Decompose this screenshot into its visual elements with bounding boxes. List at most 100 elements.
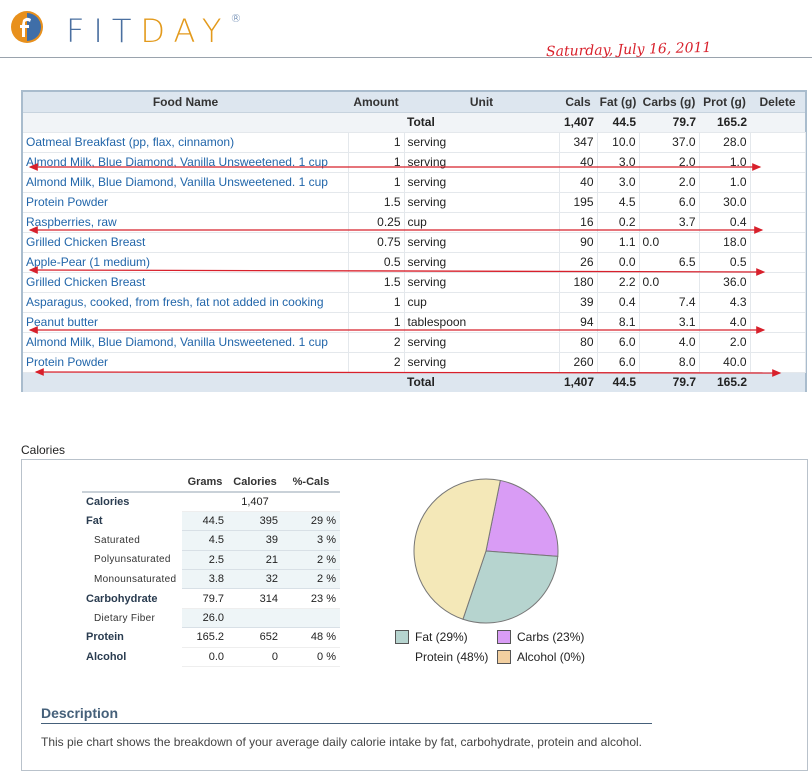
- food-name-cell: Almond Milk, Blue Diamond, Vanilla Unswe…: [23, 172, 349, 193]
- nutrient-calories: 314: [228, 588, 282, 609]
- legend-protein: Protein (48%): [415, 650, 489, 664]
- nutrient-calories: 39: [228, 530, 282, 551]
- nutrition-row: Alcohol 0.0 0 0 %: [82, 647, 340, 668]
- amount-cell[interactable]: 1: [348, 132, 405, 153]
- unit-cell[interactable]: serving: [404, 192, 560, 213]
- nutrient-label: Polyunsaturated: [94, 554, 171, 566]
- delete-cell[interactable]: [750, 292, 806, 313]
- nutrition-row: Saturated 4.5 39 3 %: [82, 530, 340, 551]
- delete-cell[interactable]: [750, 152, 806, 173]
- amount-cell[interactable]: 0.5: [348, 252, 405, 273]
- unit-cell[interactable]: serving: [404, 152, 560, 173]
- food-name-link[interactable]: Grilled Chicken Breast: [26, 275, 146, 289]
- fat-cell: 0.2: [597, 212, 640, 233]
- food-name-link[interactable]: Almond Milk, Blue Diamond, Vanilla Unswe…: [26, 335, 328, 349]
- delete-cell[interactable]: [750, 352, 806, 373]
- cals-cell: 16: [559, 212, 598, 233]
- nutrient-pct: [282, 608, 340, 629]
- col-prot[interactable]: Prot (g): [699, 92, 750, 113]
- nutrient-label: Dietary Fiber: [94, 612, 156, 624]
- nutrient-grams: 26.0: [182, 608, 228, 629]
- delete-cell[interactable]: [750, 212, 806, 233]
- description-title: Description: [41, 705, 652, 724]
- food-name-link[interactable]: Almond Milk, Blue Diamond, Vanilla Unswe…: [26, 175, 328, 189]
- amount-cell[interactable]: 2: [348, 332, 405, 353]
- food-name-link[interactable]: Apple-Pear (1 medium): [26, 255, 151, 269]
- unit-cell[interactable]: tablespoon: [404, 312, 560, 333]
- fitday-logo-icon: [11, 11, 43, 43]
- food-name-link[interactable]: Raspberries, raw: [26, 215, 117, 229]
- delete-cell[interactable]: [750, 332, 806, 353]
- nutrition-breakdown-table: Grams Calories %-Cals Calories 1,407 Fat 44…: [82, 472, 340, 668]
- amount-cell[interactable]: 1: [348, 292, 405, 313]
- prot-cell: 4.0: [699, 312, 751, 333]
- carbs-cell: 8.0: [639, 352, 700, 373]
- unit-cell[interactable]: cup: [404, 212, 560, 233]
- delete-cell[interactable]: [750, 312, 806, 333]
- food-name-link[interactable]: Grilled Chicken Breast: [26, 235, 146, 249]
- delete-cell[interactable]: [750, 132, 806, 153]
- prot-cell: 1.0: [699, 152, 751, 173]
- food-name-link[interactable]: Protein Powder: [26, 195, 109, 209]
- prot-cell: 2.0: [699, 332, 751, 353]
- food-name-link[interactable]: Oatmeal Breakfast (pp, flax, cinnamon): [26, 135, 235, 149]
- food-name-link[interactable]: Almond Milk, Blue Diamond, Vanilla Unswe…: [26, 155, 328, 169]
- food-name-link[interactable]: Protein Powder: [26, 355, 109, 369]
- col-fat[interactable]: Fat (g): [597, 92, 639, 113]
- food-row: Protein Powder 1.5 serving 195 4.5 6.0 30.0: [23, 192, 806, 213]
- legend-carbs: Carbs (23%): [497, 630, 584, 644]
- total-label: Total: [404, 372, 559, 392]
- carbs-cell: 7.4: [639, 292, 700, 313]
- cals-cell: 260: [559, 352, 598, 373]
- carbs-cell: 3.1: [639, 312, 700, 333]
- col-amount[interactable]: Amount: [348, 92, 404, 113]
- amount-cell[interactable]: 1: [348, 312, 405, 333]
- total-label: Total: [404, 112, 559, 133]
- delete-cell[interactable]: [750, 172, 806, 193]
- unit-cell[interactable]: serving: [404, 272, 560, 293]
- food-row: Oatmeal Breakfast (pp, flax, cinnamon) 1 s…: [23, 132, 806, 153]
- nutrition-row: Monounsaturated 3.8 32 2 %: [82, 569, 340, 590]
- amount-cell[interactable]: 0.75: [348, 232, 405, 253]
- nutrient-pct: [282, 492, 340, 512]
- delete-cell[interactable]: [750, 192, 806, 213]
- amount-cell[interactable]: 1: [348, 152, 405, 173]
- food-row: Almond Milk, Blue Diamond, Vanilla Unswe…: [23, 172, 806, 193]
- nutrient-pct: 48 %: [282, 627, 340, 648]
- unit-cell[interactable]: serving: [404, 332, 560, 353]
- delete-cell[interactable]: [750, 272, 806, 293]
- unit-cell[interactable]: serving: [404, 172, 560, 193]
- nutrient-grams: 3.8: [182, 569, 228, 590]
- nutrient-pct: 2 %: [282, 550, 340, 571]
- food-name-cell: Grilled Chicken Breast: [23, 232, 349, 253]
- calories-panel: Grams Calories %-Cals Calories 1,407 Fat 44…: [21, 459, 808, 771]
- total-fat: 44.5: [597, 372, 639, 392]
- amount-cell[interactable]: 1.5: [348, 192, 405, 213]
- amount-cell[interactable]: 1: [348, 172, 405, 193]
- col-cals[interactable]: Cals: [559, 92, 597, 113]
- fat-cell: 6.0: [597, 332, 640, 353]
- amount-cell[interactable]: 0.25: [348, 212, 405, 233]
- food-row: Peanut butter 1 tablespoon 94 8.1 3.1 4.0: [23, 312, 806, 333]
- unit-cell[interactable]: cup: [404, 292, 560, 313]
- nutrient-calories: [228, 608, 282, 629]
- amount-cell[interactable]: 2: [348, 352, 405, 373]
- col-carbs[interactable]: Carbs (g): [639, 92, 699, 113]
- unit-cell[interactable]: serving: [404, 252, 560, 273]
- delete-cell[interactable]: [750, 232, 806, 253]
- description-text: This pie chart shows the breakdown of yo…: [41, 735, 643, 749]
- food-name-link[interactable]: Peanut butter: [26, 315, 99, 329]
- delete-cell[interactable]: [750, 252, 806, 273]
- col-food-name[interactable]: Food Name: [23, 92, 348, 113]
- food-name-link[interactable]: Asparagus, cooked, from fresh, fat not a…: [26, 295, 324, 309]
- unit-cell[interactable]: serving: [404, 132, 560, 153]
- unit-cell[interactable]: serving: [404, 352, 560, 373]
- fat-cell: 3.0: [597, 152, 640, 173]
- amount-cell[interactable]: 1.5: [348, 272, 405, 293]
- col-unit[interactable]: Unit: [404, 92, 559, 113]
- total-cals: 1,407: [559, 112, 597, 133]
- fat-cell: 0.4: [597, 292, 640, 313]
- nutrient-calories: 652: [228, 627, 282, 648]
- nutrient-label: Calories: [86, 496, 130, 509]
- unit-cell[interactable]: serving: [404, 232, 560, 253]
